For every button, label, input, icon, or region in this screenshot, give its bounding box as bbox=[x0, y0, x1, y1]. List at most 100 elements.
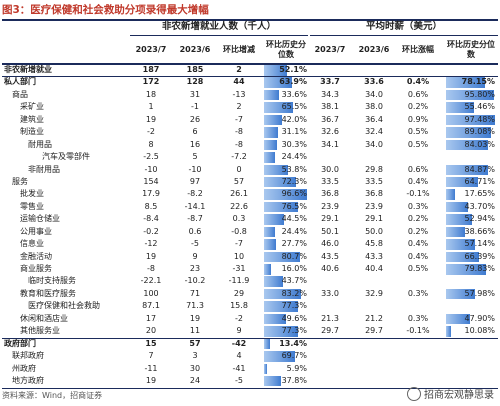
table-row: 制造业 -2 6 -8 31.1% 32.6 32.4 0.5% 89.08% bbox=[2, 126, 498, 138]
cell-wd: 0.4% bbox=[407, 176, 429, 186]
table-row: 休闲和酒店业 17 19 -2 49.6% 21.3 21.2 0.3% 47.90% bbox=[2, 313, 498, 325]
cell-w7 bbox=[310, 363, 350, 375]
cell-wd: 0.3% bbox=[407, 201, 429, 211]
percentile-bar bbox=[264, 139, 278, 151]
row-label: 制造业 bbox=[20, 127, 44, 137]
cell-j7: -10 bbox=[144, 164, 158, 174]
cell-wage-percentile: 95.80% bbox=[446, 89, 496, 101]
percentile-bar bbox=[264, 176, 296, 188]
row-label: 教育和医疗服务 bbox=[20, 288, 76, 298]
cell-j7: 87.1 bbox=[142, 301, 160, 311]
percentile-value: 43.70% bbox=[464, 201, 495, 211]
cell-j7: -8.4 bbox=[143, 214, 159, 224]
cell-w6: 34.0 bbox=[365, 89, 383, 99]
table-row: 非耐用品 -10 -10 0 53.8% 30.0 29.8 0.6% 84.87% bbox=[2, 164, 498, 176]
cell-j7: 19 bbox=[145, 375, 157, 385]
percentile-bar bbox=[446, 264, 486, 275]
percentile-bar bbox=[446, 326, 452, 337]
percentile-value: 52.94% bbox=[464, 214, 495, 224]
cell-j6: 26 bbox=[189, 114, 201, 124]
cell-w7: 33.5 bbox=[321, 176, 339, 186]
cell-j7: 1 bbox=[148, 102, 154, 112]
cell-j6: 16 bbox=[189, 139, 201, 149]
cell-j7: 8.5 bbox=[144, 201, 158, 211]
cell-j6: -14.1 bbox=[184, 201, 206, 211]
cell-j6: 9 bbox=[192, 251, 198, 261]
percentile-value: 42.0% bbox=[281, 114, 307, 124]
percentile-bar bbox=[264, 127, 278, 138]
cell-j6: 97 bbox=[189, 176, 201, 186]
table-row: 公用事业 -0.2 0.6 -0.8 24.4% 50.1 50.0 0.2% 38.66% bbox=[2, 226, 498, 238]
cell-j6: -5 bbox=[191, 239, 199, 249]
cell-jd: -5 bbox=[235, 375, 243, 385]
percentile-bar bbox=[446, 89, 494, 101]
percentile-value: 97.48% bbox=[464, 114, 495, 124]
row-label: 耐用品 bbox=[28, 139, 52, 149]
cell-jobs-percentile: 63.9% bbox=[264, 76, 308, 88]
row-label: 州政府 bbox=[12, 363, 36, 373]
cell-j6: -10.2 bbox=[184, 276, 206, 286]
cell-wd: 0.6% bbox=[407, 164, 429, 174]
table-row: 商业服务 -8 23 -31 16.0% 40.6 40.4 0.5% 79.83% bbox=[2, 263, 498, 275]
cell-wage-percentile: 38.66% bbox=[446, 226, 496, 238]
percentile-bar bbox=[264, 114, 283, 126]
percentile-bar bbox=[264, 351, 295, 362]
group-underline-jobs bbox=[130, 35, 308, 36]
cell-jd: -41 bbox=[232, 363, 246, 373]
source-note: 资料来源：Wind，招商证券 bbox=[2, 391, 103, 400]
cell-jd: -2 bbox=[235, 313, 243, 323]
percentile-value: 16.0% bbox=[281, 264, 307, 273]
cell-jobs-percentile: 72.3% bbox=[264, 176, 308, 188]
cell-w7: 34.1 bbox=[321, 139, 339, 149]
cell-jd: 10 bbox=[233, 251, 245, 261]
cell-wage-percentile: 43.70% bbox=[446, 201, 496, 213]
percentile-bar bbox=[446, 77, 486, 88]
percentile-bar bbox=[446, 214, 473, 225]
cell-jobs-percentile: 24.4% bbox=[264, 226, 308, 238]
cell-wage-percentile: 84.03% bbox=[446, 139, 496, 151]
row-label: 汽车及零部件 bbox=[42, 152, 90, 162]
percentile-value: 44.5% bbox=[281, 214, 307, 224]
cell-jobs-percentile: 53.8% bbox=[264, 164, 308, 176]
cell-jd: 22.6 bbox=[230, 201, 248, 211]
cell-w7: 40.6 bbox=[321, 264, 339, 273]
col-header-jobs-2023-7: 2023/7 bbox=[135, 45, 167, 54]
row-label: 信息业 bbox=[20, 239, 44, 249]
table-row: 采矿业 1 -1 2 65.5% 38.1 38.0 0.2% 55.46% bbox=[2, 101, 498, 113]
cell-w6: 50.0 bbox=[365, 226, 383, 236]
percentile-bar bbox=[446, 114, 495, 126]
cell-j7: -8 bbox=[147, 264, 155, 273]
cell-wage-percentile bbox=[446, 350, 496, 362]
cell-wage-percentile: 17.65% bbox=[446, 188, 496, 200]
percentile-value: 47.90% bbox=[464, 313, 495, 323]
row-label: 联邦政府 bbox=[12, 351, 44, 361]
watermark-text: 招商宏观静思录 bbox=[424, 390, 494, 401]
table-body: 非农新增就业 187 185 2 52.1% 私人部门 172 128 44 63.9% 33.7 3… bbox=[2, 64, 498, 389]
col-header-wage-mom-change: 环比涨幅 bbox=[402, 45, 434, 54]
cell-wage-percentile bbox=[446, 300, 496, 312]
cell-jd: -7 bbox=[235, 239, 243, 249]
cell-w7: 50.1 bbox=[321, 226, 339, 236]
cell-jd: -8 bbox=[235, 127, 243, 137]
percentile-bar bbox=[264, 214, 284, 225]
cell-w6: 34.0 bbox=[365, 139, 383, 149]
cell-w7: 29.1 bbox=[321, 214, 339, 224]
percentile-bar bbox=[446, 189, 455, 200]
table-row: 医疗保健和社会救助 87.1 71.3 15.8 77.3% bbox=[2, 300, 498, 312]
cell-w6: 33.6 bbox=[364, 77, 384, 87]
figure-title: 图3：医疗保健和社会救助分项录得最大增幅 bbox=[2, 4, 209, 16]
row-label: 私人部门 bbox=[4, 77, 36, 87]
cell-j7: 19 bbox=[145, 251, 157, 261]
cell-jobs-percentile: 37.8% bbox=[264, 375, 308, 387]
col-header-wage-2023-6: 2023/6 bbox=[358, 45, 390, 54]
row-label: 批发业 bbox=[20, 189, 44, 199]
cell-j6: 71.3 bbox=[186, 301, 204, 311]
percentile-value: 84.03% bbox=[464, 139, 495, 149]
percentile-bar bbox=[264, 152, 275, 163]
cell-j6: 11 bbox=[189, 326, 201, 336]
percentile-bar bbox=[264, 89, 279, 101]
cell-w7: 46.0 bbox=[321, 239, 339, 249]
cell-jobs-percentile: 44.5% bbox=[264, 213, 308, 225]
percentile-bar bbox=[446, 201, 468, 213]
table-row: 汽车及零部件 -2.5 5 -7.2 24.4% bbox=[2, 151, 498, 163]
